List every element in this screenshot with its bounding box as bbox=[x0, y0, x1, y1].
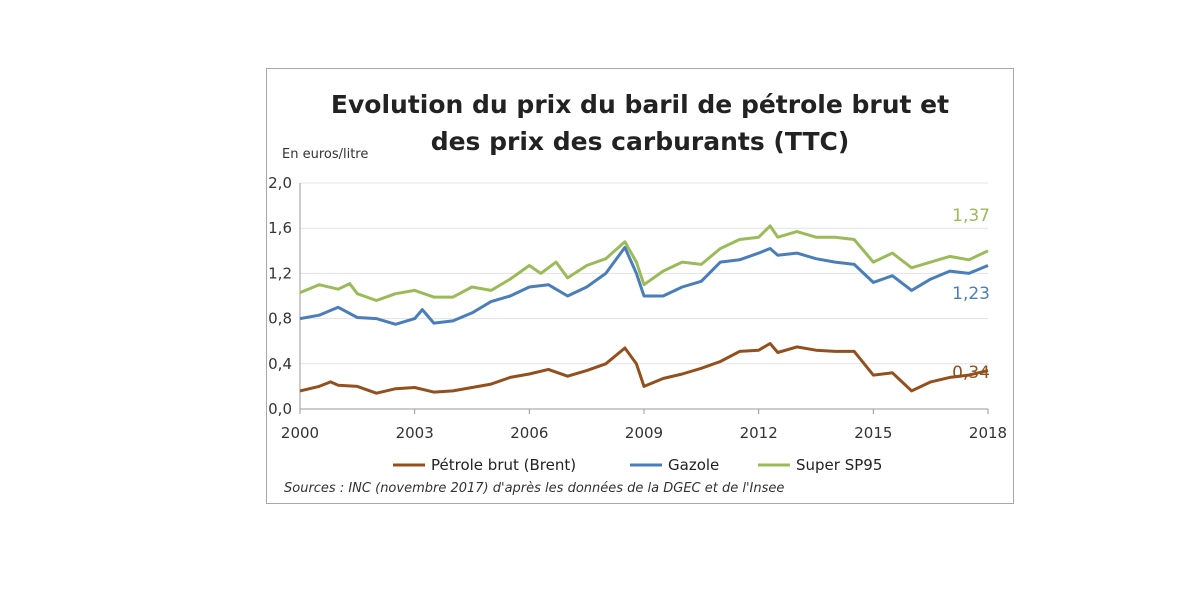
end-value-label: 1,37 bbox=[952, 206, 990, 226]
legend-label: Gazole bbox=[668, 456, 719, 474]
x-tick-label: 2000 bbox=[281, 424, 319, 442]
y-tick-label: 2,0 bbox=[268, 174, 292, 192]
y-tick-label: 0,4 bbox=[268, 355, 292, 373]
x-tick-label: 2009 bbox=[625, 424, 663, 442]
x-tick-label: 2012 bbox=[740, 424, 778, 442]
y-tick-label: 0,8 bbox=[268, 310, 292, 328]
y-tick-label: 0,0 bbox=[268, 400, 292, 418]
x-tick-label: 2015 bbox=[854, 424, 892, 442]
x-tick-label: 2006 bbox=[510, 424, 548, 442]
chart-title: Evolution du prix du baril de pétrole br… bbox=[266, 86, 1014, 160]
series-line-2 bbox=[299, 224, 989, 302]
chart-title-line-1: Evolution du prix du baril de pétrole br… bbox=[330, 90, 950, 119]
series-line-0 bbox=[299, 342, 989, 395]
chart-frame bbox=[266, 68, 1014, 504]
y-tick-label: 1,6 bbox=[268, 219, 292, 237]
legend-label: Pétrole brut (Brent) bbox=[431, 456, 576, 474]
source-note: Sources : INC (novembre 2017) d'après le… bbox=[284, 481, 785, 496]
series-line-1 bbox=[299, 245, 989, 326]
y-tick-label: 1,2 bbox=[268, 264, 292, 282]
legend-label: Super SP95 bbox=[796, 456, 882, 474]
end-value-label: 0,34 bbox=[952, 363, 990, 383]
chart-title-line-2: des prix des carburants (TTC) bbox=[430, 127, 850, 156]
y-axis-label: En euros/litre bbox=[282, 147, 369, 162]
x-tick-label: 2003 bbox=[396, 424, 434, 442]
x-tick-label: 2018 bbox=[969, 424, 1007, 442]
end-value-label: 1,23 bbox=[952, 284, 990, 304]
